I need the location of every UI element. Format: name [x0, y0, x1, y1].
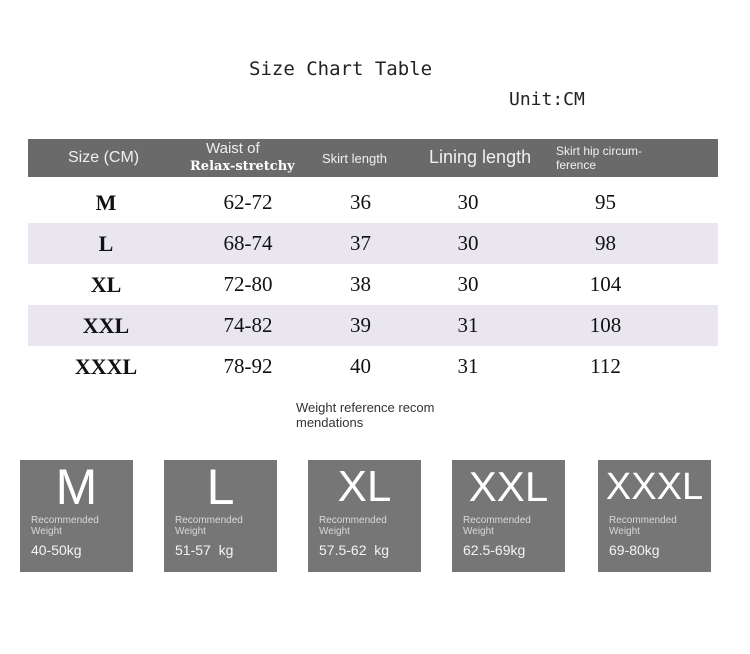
- card-weight-range: 62.5-69kg: [463, 542, 526, 558]
- table-row: XL 72-80 38 30 104: [28, 264, 718, 305]
- weight-card-m: M Recommended Weight 40-50kg: [20, 460, 133, 572]
- header-skirt-length: Skirt length: [322, 151, 388, 166]
- cell-size: XXXL: [74, 354, 138, 379]
- table-row: XXXL 78-92 40 31 112: [28, 346, 718, 387]
- weight-reference-title: Weight reference recom mendations: [296, 400, 435, 430]
- header-lining-length: Lining length: [429, 147, 532, 167]
- cell-hip: 104: [589, 272, 622, 296]
- cell-hip: 112: [590, 354, 621, 378]
- cell-lining: 30: [457, 190, 479, 214]
- cell-lining: 31: [457, 313, 479, 337]
- card-weight-range: 57.5-62 kg: [319, 542, 390, 558]
- card-weight-range: 51-57 kg: [175, 542, 234, 558]
- cell-lining: 31: [457, 354, 479, 378]
- weight-card-xxl: XXL Recommended Weight 62.5-69kg: [452, 460, 565, 572]
- table-row: M 62-72 36 30 95: [28, 182, 718, 223]
- cell-skirt: 37: [350, 231, 371, 255]
- cell-skirt: 39: [350, 313, 371, 337]
- unit-label: Unit:CM: [509, 89, 585, 110]
- table-row: XXL 74-82 39 31 108: [28, 305, 718, 346]
- card-weight-range: 69-80kg: [609, 542, 660, 558]
- card-size: XL: [337, 462, 392, 511]
- card-size: L: [206, 459, 235, 515]
- cell-waist: 62-72: [223, 190, 273, 214]
- cell-waist: 68-74: [223, 231, 273, 255]
- table-row: L 68-74 37 30 98: [28, 223, 718, 264]
- weight-card-xxxl: XXXL Recommended Weight 69-80kg: [598, 460, 711, 572]
- cell-skirt: 38: [350, 272, 371, 296]
- cell-waist: 78-92: [223, 354, 273, 378]
- header-hip: Skirt hip circum-ference: [556, 144, 643, 172]
- card-weight-range: 40-50kg: [31, 542, 82, 558]
- cell-skirt: 36: [350, 190, 371, 214]
- weight-card-l: L Recommended Weight 51-57 kg: [164, 460, 277, 572]
- card-size: XXL: [468, 463, 549, 510]
- cell-waist: 74-82: [223, 313, 273, 337]
- cell-size: XL: [90, 272, 122, 297]
- cell-hip: 98: [595, 231, 616, 255]
- cell-waist: 72-80: [223, 272, 273, 296]
- card-label: Recommended Weight: [609, 515, 677, 537]
- cell-size: XXL: [82, 313, 130, 338]
- header-waist: Waist of: [206, 140, 260, 157]
- card-label: Recommended Weight: [31, 515, 99, 537]
- header-size: Size (CM): [68, 149, 140, 166]
- table-header: Size (CM) Waist of Relax-stretchy Skirt …: [28, 139, 718, 177]
- card-size: M: [55, 459, 98, 515]
- card-label: Recommended Weight: [175, 515, 243, 537]
- card-size: XXXL: [605, 466, 704, 508]
- cell-hip: 95: [595, 190, 616, 214]
- cell-lining: 30: [457, 272, 479, 296]
- size-table: Size (CM) Waist of Relax-stretchy Skirt …: [28, 139, 718, 387]
- cell-hip: 108: [589, 313, 622, 337]
- card-label: Recommended Weight: [319, 515, 387, 537]
- cell-skirt: 40: [350, 354, 371, 378]
- cell-size: M: [95, 190, 117, 215]
- header-waist-sub: Relax-stretchy: [190, 159, 295, 174]
- weight-card-xl: XL Recommended Weight 57.5-62 kg: [308, 460, 421, 572]
- cell-lining: 30: [457, 231, 479, 255]
- page-title: Size Chart Table: [249, 58, 433, 80]
- card-label: Recommended Weight: [463, 515, 531, 537]
- cell-size: L: [98, 231, 114, 256]
